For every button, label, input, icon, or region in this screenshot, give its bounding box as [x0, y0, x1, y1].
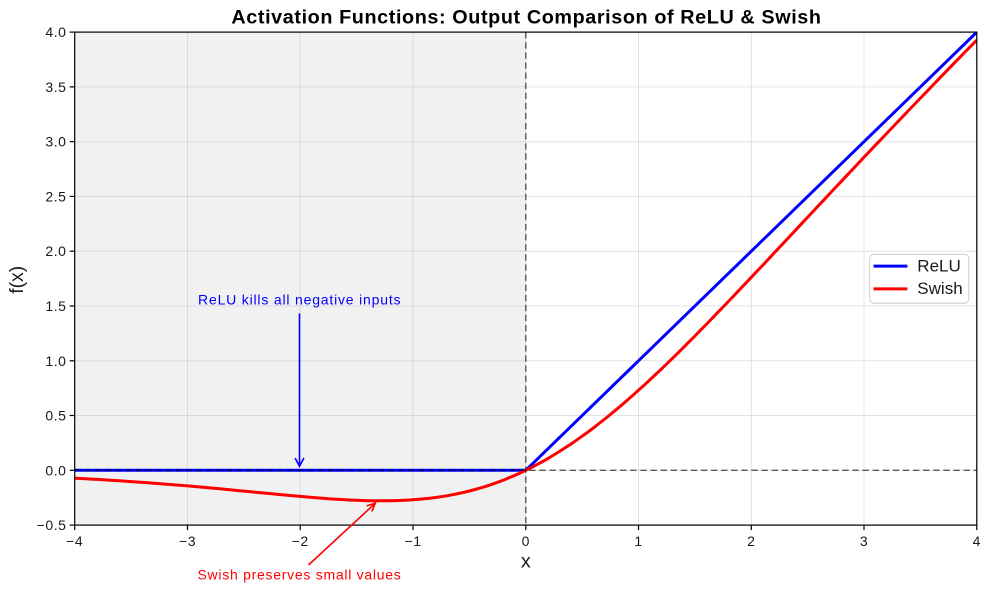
svg-text:−1: −1 — [404, 533, 421, 549]
svg-text:f(x): f(x) — [6, 266, 28, 294]
svg-text:2.5: 2.5 — [45, 188, 66, 204]
svg-text:0: 0 — [522, 533, 530, 549]
svg-text:1: 1 — [634, 533, 642, 549]
svg-text:3.0: 3.0 — [45, 134, 66, 150]
svg-text:x: x — [521, 551, 531, 573]
svg-text:ReLU kills all negative inputs: ReLU kills all negative inputs — [198, 292, 401, 308]
svg-text:2: 2 — [747, 533, 755, 549]
svg-text:−0.5: −0.5 — [37, 517, 67, 533]
svg-text:Activation Functions: Output C: Activation Functions: Output Comparison … — [231, 7, 821, 29]
svg-text:ReLU: ReLU — [917, 257, 960, 276]
svg-text:Swish preserves small values: Swish preserves small values — [197, 567, 401, 583]
svg-text:−2: −2 — [292, 533, 309, 549]
svg-text:3: 3 — [860, 533, 868, 549]
svg-text:0.0: 0.0 — [45, 462, 66, 478]
svg-text:1.5: 1.5 — [45, 298, 66, 314]
svg-text:0.5: 0.5 — [45, 408, 66, 424]
svg-text:4: 4 — [973, 533, 981, 549]
svg-text:1.0: 1.0 — [45, 353, 66, 369]
svg-text:Swish: Swish — [917, 279, 962, 298]
svg-text:−3: −3 — [179, 533, 196, 549]
svg-text:4.0: 4.0 — [45, 24, 66, 40]
svg-text:3.5: 3.5 — [45, 79, 66, 95]
svg-text:−4: −4 — [66, 533, 83, 549]
svg-text:2.0: 2.0 — [45, 243, 66, 259]
